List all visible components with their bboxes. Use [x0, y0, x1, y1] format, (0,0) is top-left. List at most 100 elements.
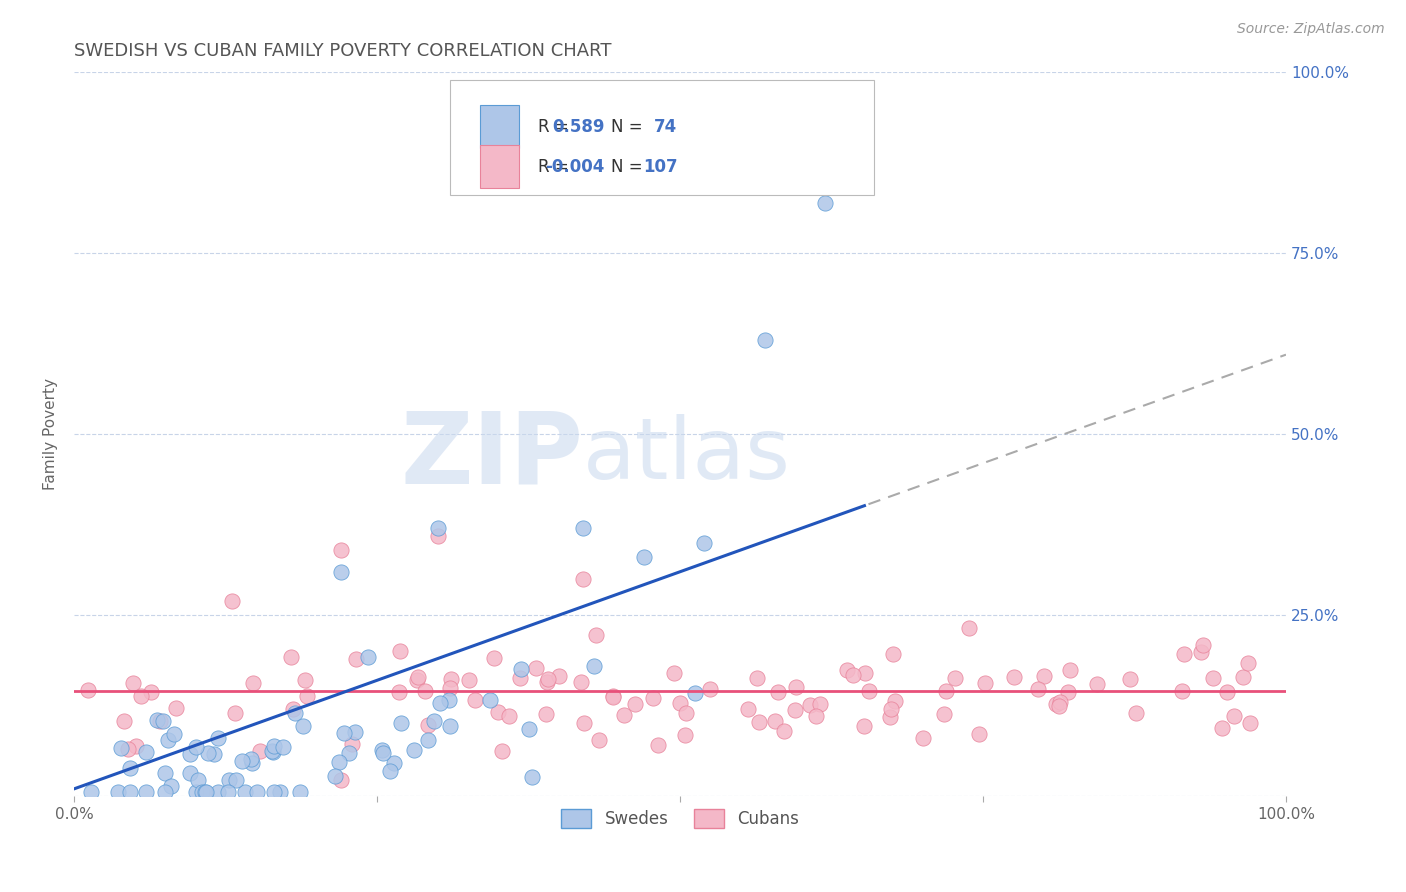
Point	[880, 702, 903, 716]
Point	[129, 690, 152, 704]
Point	[135, 785, 157, 799]
Point	[157, 732, 180, 747]
Point	[1232, 669, 1254, 683]
Point	[1032, 669, 1054, 683]
Point	[806, 708, 828, 723]
Point	[408, 670, 430, 684]
Point	[1057, 684, 1080, 698]
Point	[271, 739, 294, 754]
Point	[163, 727, 186, 741]
Point	[974, 676, 997, 690]
FancyBboxPatch shape	[479, 105, 519, 148]
Point	[763, 714, 786, 729]
Point	[187, 773, 209, 788]
Point	[225, 772, 247, 787]
Point	[647, 739, 669, 753]
Point	[808, 697, 831, 711]
Point	[343, 724, 366, 739]
Point	[179, 765, 201, 780]
Point	[1191, 638, 1213, 652]
Point	[295, 690, 318, 704]
Point	[239, 752, 262, 766]
Point	[207, 731, 229, 746]
Point	[747, 671, 769, 685]
Point	[602, 690, 624, 704]
Point	[333, 726, 356, 740]
Point	[1189, 645, 1212, 659]
Point	[429, 697, 451, 711]
Point	[242, 756, 264, 770]
Point	[80, 785, 103, 799]
Point	[179, 747, 201, 761]
Point	[391, 716, 413, 731]
Point	[524, 661, 547, 675]
Point	[160, 779, 183, 793]
Point	[1239, 715, 1261, 730]
Point	[675, 706, 697, 721]
Point	[135, 745, 157, 759]
Point	[509, 662, 531, 676]
Point	[423, 714, 446, 728]
Point	[76, 682, 98, 697]
Text: 0.589: 0.589	[553, 118, 605, 136]
Point	[323, 769, 346, 783]
Point	[344, 652, 367, 666]
Point	[1173, 647, 1195, 661]
Point	[233, 785, 256, 799]
Point	[572, 521, 595, 535]
Point	[484, 651, 506, 665]
Text: R =: R =	[538, 118, 569, 136]
Point	[943, 671, 966, 685]
Point	[1223, 708, 1246, 723]
Point	[242, 676, 264, 690]
Point	[191, 785, 214, 799]
Point	[204, 747, 226, 761]
Text: N =: N =	[612, 118, 643, 136]
Point	[835, 663, 858, 677]
Point	[294, 673, 316, 688]
Point	[415, 684, 437, 698]
Text: atlas: atlas	[583, 415, 792, 498]
Point	[486, 705, 509, 719]
Point	[117, 742, 139, 756]
Point	[263, 785, 285, 799]
Text: -0.004: -0.004	[546, 158, 605, 176]
Point	[883, 694, 905, 708]
Point	[509, 671, 531, 685]
Point	[536, 674, 558, 689]
Point	[107, 785, 129, 799]
Point	[799, 698, 821, 713]
Point	[110, 741, 132, 756]
Point	[571, 675, 593, 690]
Point	[149, 714, 172, 728]
Point	[418, 718, 440, 732]
Point	[853, 718, 876, 732]
Point	[699, 681, 721, 696]
Point	[263, 739, 285, 754]
Point	[155, 766, 177, 780]
Point	[402, 743, 425, 757]
Point	[841, 668, 863, 682]
Point	[329, 565, 352, 579]
Point	[1171, 684, 1194, 698]
Point	[882, 648, 904, 662]
Text: ZIP: ZIP	[401, 408, 583, 505]
Point	[118, 761, 141, 775]
Point	[479, 693, 502, 707]
Point	[439, 718, 461, 732]
Text: 74: 74	[654, 118, 678, 136]
Point	[340, 737, 363, 751]
Point	[754, 333, 776, 347]
Point	[406, 673, 429, 687]
Legend: Swedes, Cubans: Swedes, Cubans	[554, 802, 806, 835]
Point	[224, 706, 246, 720]
Point	[596, 174, 619, 188]
Point	[673, 728, 696, 742]
Point	[491, 744, 513, 758]
Text: 107: 107	[643, 158, 678, 176]
Point	[613, 707, 636, 722]
Point	[814, 195, 837, 210]
Point	[458, 673, 481, 688]
Point	[1045, 698, 1067, 712]
Point	[418, 733, 440, 747]
